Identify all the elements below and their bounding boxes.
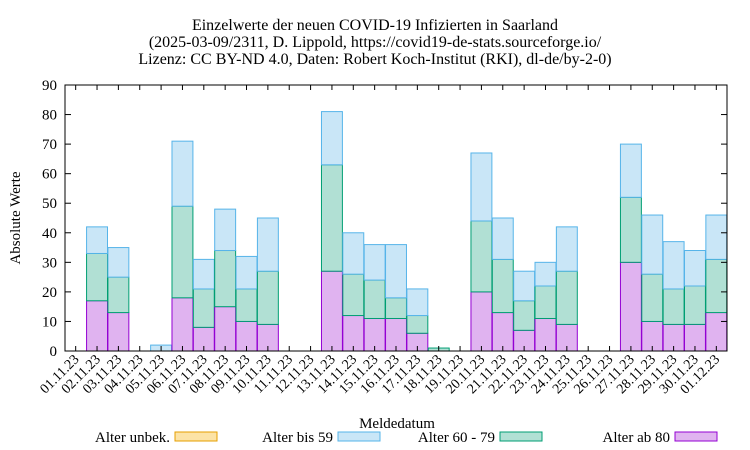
bar-segment bbox=[470, 152, 493, 222]
bar-segment bbox=[491, 217, 514, 260]
bar-segment bbox=[555, 270, 578, 325]
bar-segment bbox=[214, 306, 237, 352]
bar-segment bbox=[342, 232, 365, 275]
bar-segment bbox=[342, 273, 365, 317]
legend-label: Alter unbek. bbox=[95, 430, 170, 446]
bar-segment bbox=[705, 258, 728, 314]
bar-segment bbox=[534, 285, 557, 319]
bar-segment bbox=[86, 300, 108, 352]
bar-segment bbox=[619, 143, 642, 198]
legend-swatch bbox=[499, 431, 543, 442]
chart-title-line-1: Einzelwerte der neuen COVID-19 Infiziert… bbox=[192, 17, 558, 34]
bar-segment bbox=[641, 273, 664, 322]
bar-segment bbox=[342, 315, 365, 352]
bar-segment bbox=[705, 214, 728, 260]
bar-segment bbox=[684, 285, 706, 325]
bar-segment bbox=[320, 111, 343, 166]
bar-segment bbox=[491, 312, 514, 352]
bar-segment bbox=[363, 279, 386, 319]
bar-segment bbox=[470, 220, 493, 293]
bar-segment bbox=[363, 244, 386, 281]
y-tick-label: 90 bbox=[42, 78, 57, 94]
bar-segment bbox=[86, 226, 108, 254]
bar-segment bbox=[320, 164, 343, 272]
y-tick-label: 70 bbox=[42, 137, 57, 153]
bar-segment bbox=[171, 140, 194, 207]
legend-swatch bbox=[337, 431, 381, 442]
bar-segment bbox=[192, 258, 215, 290]
bar-segment bbox=[171, 205, 194, 299]
bar-segment bbox=[470, 291, 493, 352]
y-tick-label: 20 bbox=[42, 285, 57, 301]
bar-segment bbox=[406, 288, 429, 317]
bar-segment bbox=[406, 315, 429, 334]
bar-segment bbox=[256, 217, 279, 272]
bar-segment bbox=[534, 261, 557, 287]
bar-segment bbox=[619, 196, 642, 263]
legend-label: Alter bis 59 bbox=[262, 430, 333, 446]
legend-swatch bbox=[174, 431, 218, 442]
bar-segment bbox=[491, 258, 514, 314]
bar-segment bbox=[619, 261, 642, 352]
bar-segment bbox=[684, 250, 706, 287]
bar-segment bbox=[513, 270, 536, 302]
chart-title-line-2: (2025-03-09/2311, D. Lippold, https://co… bbox=[149, 34, 602, 51]
bar-segment bbox=[86, 252, 108, 302]
bar-segment bbox=[107, 276, 130, 314]
bar-segment bbox=[385, 297, 407, 319]
bar-segment bbox=[256, 270, 279, 325]
bar-segment bbox=[235, 255, 258, 290]
bar-segment bbox=[107, 312, 130, 352]
y-axis-label: Absolute Werte bbox=[8, 171, 24, 264]
y-tick-label: 40 bbox=[42, 226, 57, 242]
bar-segment bbox=[235, 288, 258, 322]
y-tick-label: 80 bbox=[42, 108, 57, 124]
y-tick-label: 10 bbox=[42, 314, 57, 330]
bar-segment bbox=[513, 300, 536, 331]
y-tick-label: 30 bbox=[42, 255, 57, 271]
legend-swatch bbox=[674, 431, 718, 442]
y-tick-label: 60 bbox=[42, 167, 57, 183]
bar-segment bbox=[641, 214, 664, 275]
bar-segment bbox=[662, 288, 685, 325]
legend: Alter unbek. Alter bis 59 Alter 60 - 79 Alt… bbox=[95, 430, 718, 446]
bar-segment bbox=[385, 244, 407, 299]
legend-label: Alter ab 80 bbox=[603, 430, 670, 446]
bars-layer bbox=[86, 111, 728, 352]
bar-segment bbox=[214, 250, 237, 308]
bar-segment bbox=[662, 241, 685, 290]
x-axis-label: Meldedatum bbox=[359, 416, 435, 432]
bar-segment bbox=[320, 270, 343, 352]
bar-segment bbox=[192, 288, 215, 328]
bar-segment bbox=[171, 297, 194, 352]
bar-segment bbox=[555, 226, 578, 272]
chart-title: Einzelwerte der neuen COVID-19 Infiziert… bbox=[138, 17, 611, 68]
chart-title-line-3: Lizenz: CC BY-ND 4.0, Daten: Robert Koch… bbox=[138, 51, 611, 68]
bar-segment bbox=[214, 208, 237, 252]
bar-segment bbox=[705, 312, 728, 352]
legend-label: Alter 60 - 79 bbox=[418, 430, 495, 446]
bar-segment bbox=[107, 247, 130, 278]
y-tick-label: 50 bbox=[42, 196, 57, 212]
y-tick-label: 0 bbox=[50, 344, 58, 360]
